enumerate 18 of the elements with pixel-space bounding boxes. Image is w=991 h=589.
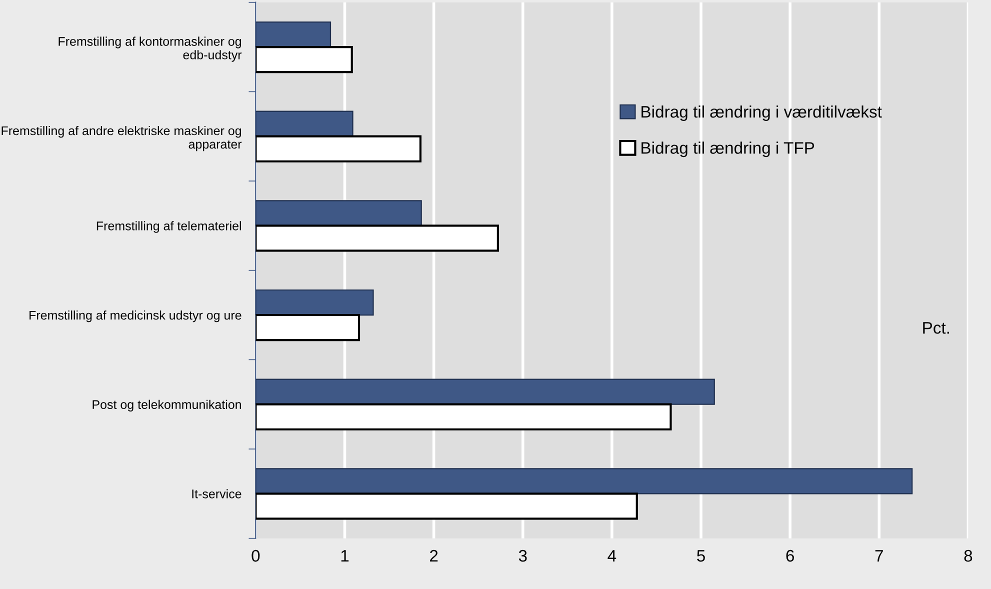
legend-label: Bidrag til ændring i TFP bbox=[642, 142, 814, 158]
x-tick-label: 2 bbox=[430, 550, 438, 562]
x-tick-label: 6 bbox=[786, 550, 794, 562]
y-tick-label: Fremstilling af kontormaskiner og edb-udstyr bbox=[58, 36, 242, 62]
y-tick-label: It-service bbox=[192, 489, 242, 498]
x-tick-label: 1 bbox=[341, 550, 349, 562]
y-tick-label: Post og telekommunikation bbox=[92, 400, 241, 412]
x-tick-label: 0 bbox=[252, 550, 260, 562]
annotation: Pct. bbox=[923, 322, 949, 334]
y-tick-label: Fremstilling af telemateriel bbox=[96, 221, 241, 233]
x-tick-label: 3 bbox=[518, 550, 527, 562]
legend-label: Bidrag til ændring i værditilvækst bbox=[642, 105, 882, 121]
x-tick-label: 4 bbox=[608, 550, 616, 562]
x-tick-label: 7 bbox=[875, 550, 883, 562]
y-tick-label: Fremstilling af andre elektriske maskiner og apparater bbox=[2, 126, 242, 152]
y-tick-label: Fremstilling af medicinsk udstyr og ure bbox=[30, 310, 242, 322]
x-tick-label: 8 bbox=[964, 550, 972, 562]
x-tick-label: 5 bbox=[697, 550, 705, 562]
